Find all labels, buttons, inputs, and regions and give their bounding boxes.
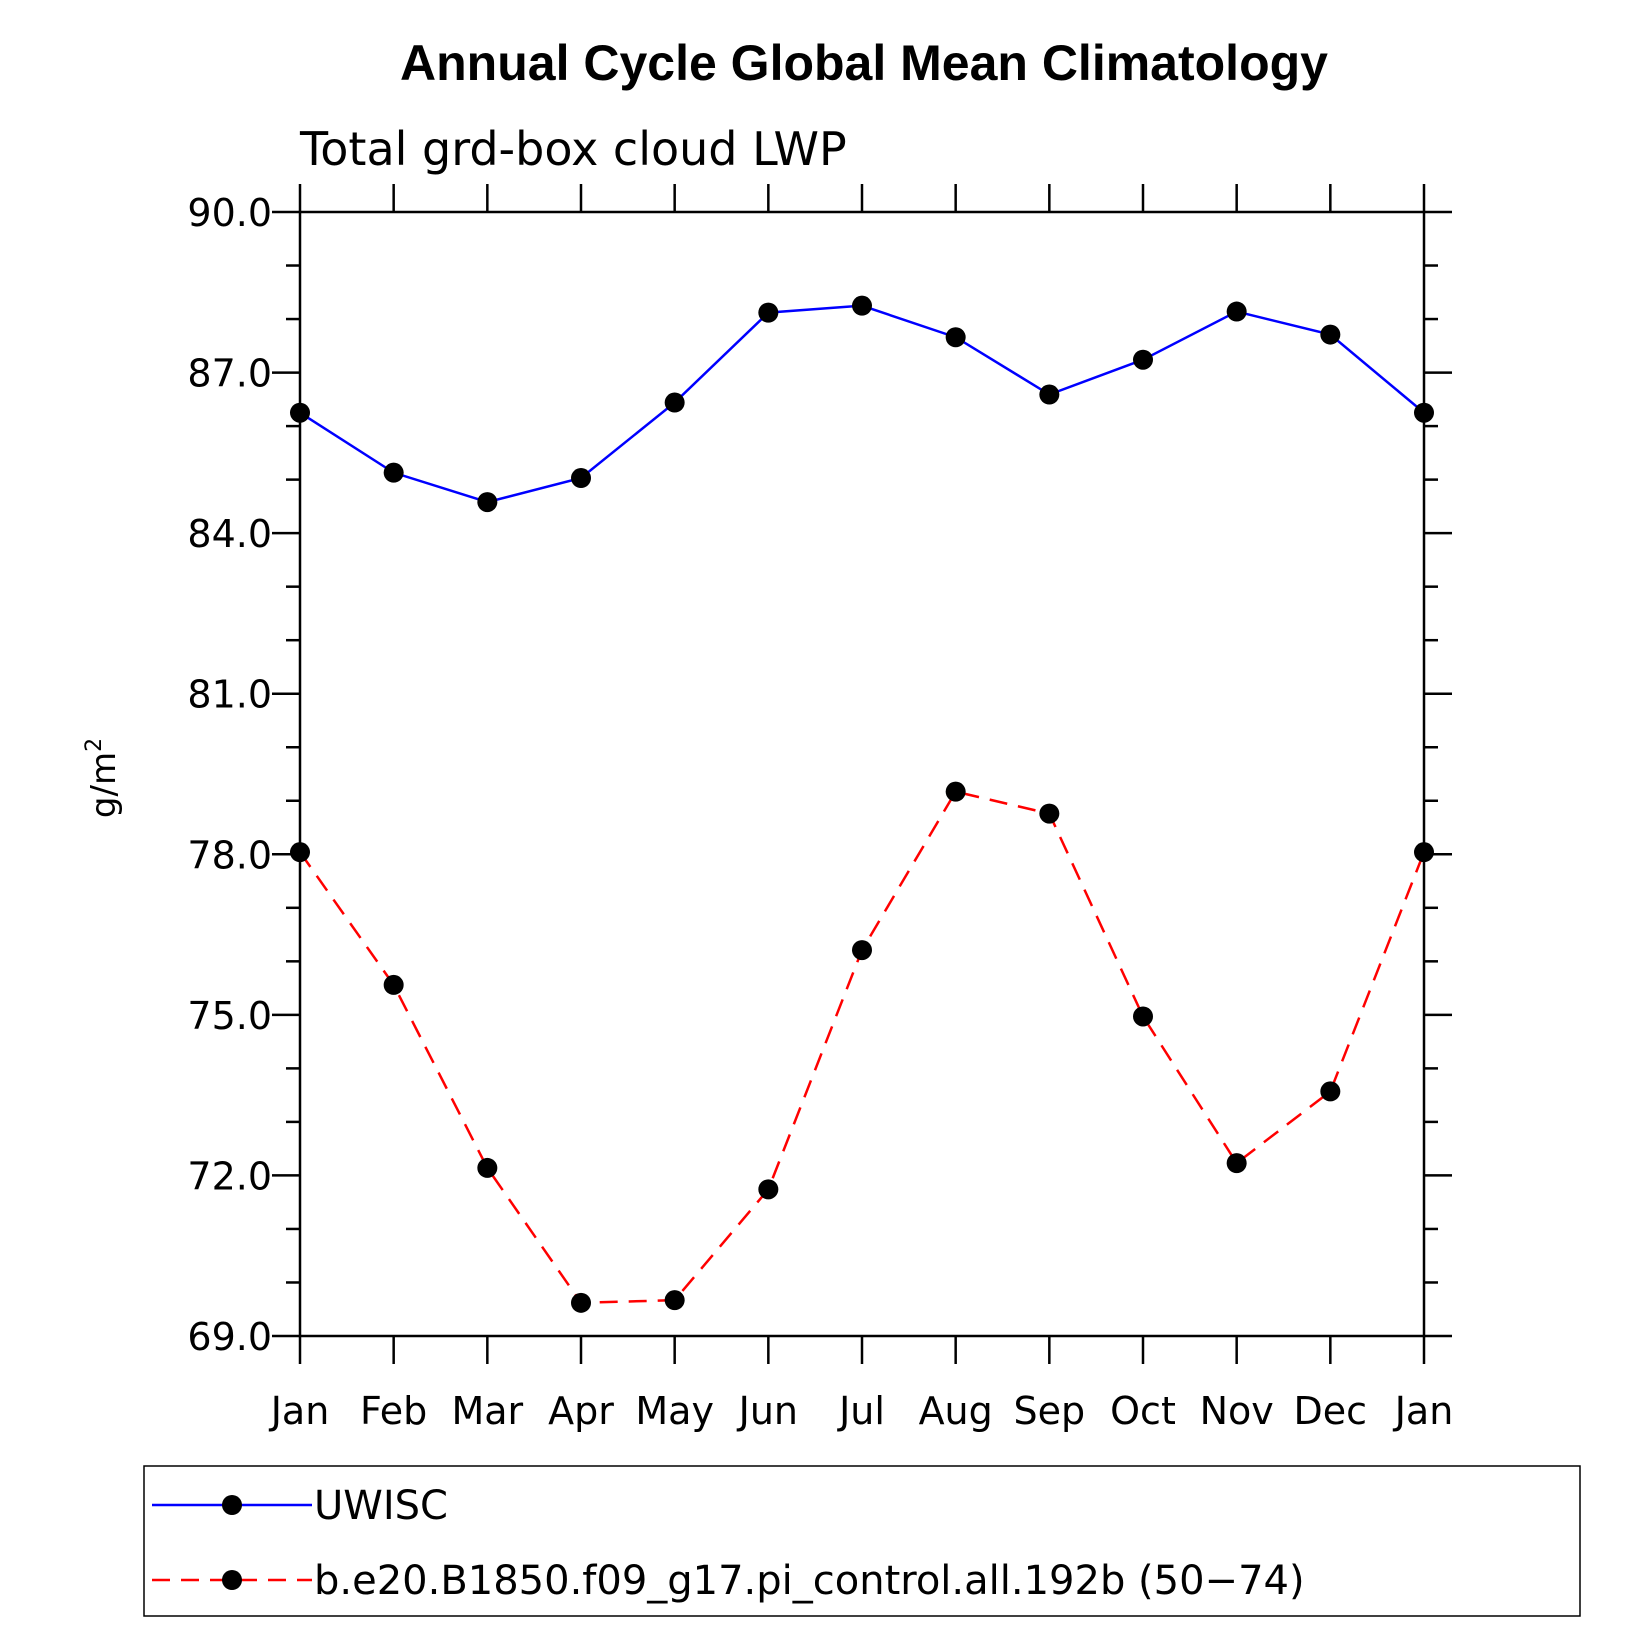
series-0-point (1320, 324, 1341, 345)
series-1-point (1414, 842, 1434, 863)
series-1-point (1320, 1081, 1341, 1102)
x-tick-label: Dec (1294, 1389, 1368, 1433)
x-tick-label: Jan (1393, 1389, 1454, 1433)
series-1-point (1226, 1153, 1247, 1174)
series-0-point (945, 327, 966, 348)
plot-frame (298, 210, 1426, 1338)
x-tick-label: Apr (548, 1389, 614, 1433)
y-axis-label: g/m2 (82, 738, 124, 818)
y-tick-label: 78.0 (187, 833, 272, 877)
x-tick-label: Nov (1200, 1389, 1274, 1433)
series-0-point (1414, 402, 1434, 423)
series-0-point (571, 468, 591, 489)
legend-marker-1 (222, 1570, 242, 1590)
x-tick-label: Jul (837, 1389, 885, 1433)
legend: UWISC b.e20.B1850.f09_g17.pi_control.all.… (152, 1483, 1305, 1604)
series-0-point (852, 295, 872, 316)
series-0-point (1226, 301, 1247, 322)
x-tick-label: May (635, 1389, 714, 1433)
series-1-point (571, 1292, 591, 1313)
series-1-point (664, 1290, 685, 1311)
series-line-1 (298, 790, 1426, 1305)
legend-label-1: b.e20.B1850.f09_g17.pi_control.all.192b … (314, 1558, 1305, 1604)
x-tick-label: Sep (1014, 1389, 1086, 1433)
series-1-point (758, 1179, 779, 1200)
chart-title: Annual Cycle Global Mean Climatology (400, 35, 1328, 91)
y-axis-label-base: g/m (84, 752, 124, 818)
series-1-point (383, 974, 404, 995)
series-1-point (1133, 1006, 1153, 1027)
chart-subtitle: Total grd-box cloud LWP (299, 122, 847, 176)
legend-label-0: UWISC (314, 1483, 448, 1529)
x-tick-label: Oct (1110, 1389, 1176, 1433)
series-1-point (945, 781, 966, 802)
y-tick-label: 75.0 (187, 994, 272, 1038)
series-line-0 (299, 304, 1425, 504)
y-tick-label: 87.0 (187, 352, 272, 396)
series-1-point (852, 940, 872, 961)
legend-box (143, 1465, 1581, 1617)
series-0-point (758, 302, 779, 323)
x-tick-label: Jun (737, 1389, 798, 1433)
series-0-point (664, 392, 685, 413)
series-0-point (477, 492, 498, 513)
y-tick-label: 81.0 (187, 673, 272, 717)
series-1-point (1039, 803, 1060, 824)
y-axis-label-superscript: 2 (82, 738, 107, 752)
series-0-point (383, 462, 404, 483)
legend-marker-0 (222, 1495, 242, 1515)
x-axis-ticks: Jan Feb Mar Apr May Jun Jul Aug Sep Oct Nov Dec Jan (269, 184, 1454, 1433)
series-0-point (290, 402, 310, 423)
x-tick-label: Aug (919, 1389, 993, 1433)
series-layer (290, 295, 1434, 1313)
series-1-point (477, 1157, 498, 1178)
y-tick-label: 90.0 (187, 191, 272, 235)
series-0-point (1133, 349, 1153, 370)
y-tick-label: 69.0 (187, 1315, 272, 1359)
series-1-point (290, 842, 310, 863)
y-tick-label: 84.0 (187, 512, 272, 556)
y-axis-ticks: 69.0 72.0 75.0 78.0 81.0 84.0 87.0 90.0 (187, 191, 1452, 1359)
x-tick-label: Mar (451, 1389, 523, 1433)
x-tick-label: Jan (269, 1389, 330, 1433)
x-tick-label: Feb (360, 1389, 427, 1433)
y-tick-label: 72.0 (187, 1154, 272, 1198)
series-0-point (1039, 384, 1060, 405)
